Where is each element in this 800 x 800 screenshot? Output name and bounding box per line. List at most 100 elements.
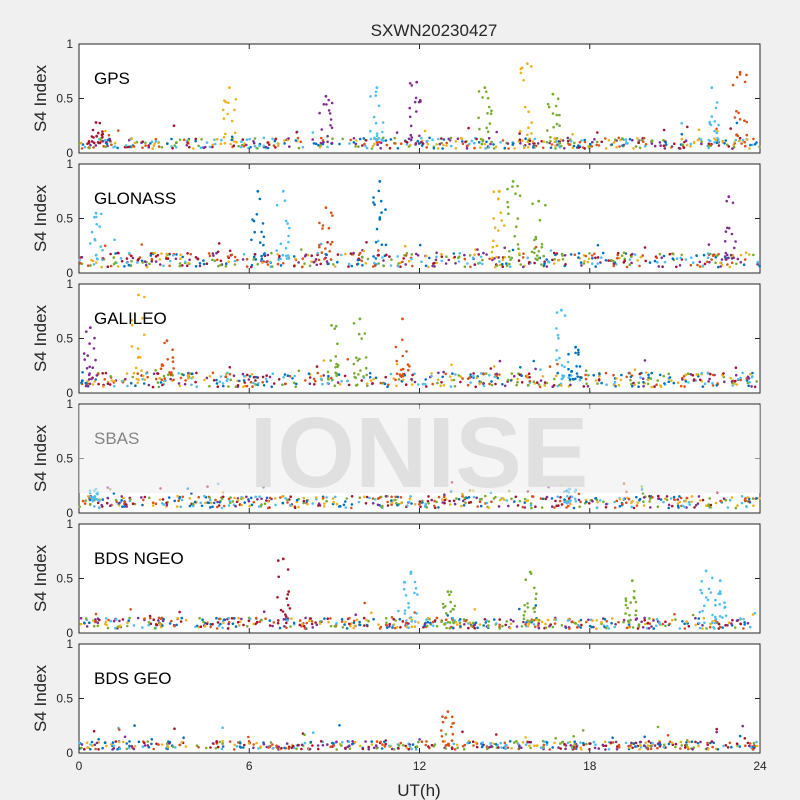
data-point xyxy=(118,619,121,623)
data-point xyxy=(493,618,496,621)
data-point xyxy=(692,261,695,265)
spike-point xyxy=(520,139,524,142)
spike-point xyxy=(413,100,417,104)
data-point xyxy=(468,142,471,146)
data-point xyxy=(675,257,679,261)
data-point xyxy=(305,621,309,625)
spike-point xyxy=(87,141,91,145)
data-point xyxy=(553,258,556,261)
data-point xyxy=(612,373,615,377)
data-point xyxy=(598,372,601,376)
data-point xyxy=(331,497,335,500)
data-point xyxy=(109,252,112,256)
data-point xyxy=(243,743,246,747)
panel-axes-4 xyxy=(78,523,761,634)
spike-point xyxy=(163,341,166,345)
data-point xyxy=(267,746,271,749)
spike-point xyxy=(743,140,746,144)
data-point xyxy=(294,385,298,389)
data-point xyxy=(402,257,406,260)
data-point xyxy=(642,500,645,504)
data-point xyxy=(585,620,588,624)
data-point xyxy=(730,380,734,383)
data-point xyxy=(595,619,598,622)
data-point xyxy=(681,143,684,146)
data-point xyxy=(701,498,705,502)
data-point xyxy=(478,382,481,386)
data-point xyxy=(156,372,159,375)
data-point xyxy=(157,145,161,148)
data-point xyxy=(452,499,456,503)
data-point xyxy=(292,621,296,625)
data-point xyxy=(594,379,598,382)
spike-point xyxy=(275,203,279,207)
spike-point xyxy=(96,141,100,144)
spike-point xyxy=(441,715,444,718)
spike-point xyxy=(372,115,376,119)
data-point xyxy=(240,140,243,143)
data-point xyxy=(120,495,123,498)
data-point xyxy=(694,740,697,744)
data-point xyxy=(173,727,176,730)
data-point xyxy=(604,147,608,150)
data-point xyxy=(281,495,284,498)
data-point xyxy=(583,138,586,142)
data-point xyxy=(568,740,572,744)
data-point xyxy=(379,381,383,385)
spike-point xyxy=(327,98,331,102)
data-point xyxy=(687,381,690,384)
data-point xyxy=(466,262,469,265)
spike-peak-point xyxy=(88,326,92,329)
data-point xyxy=(253,144,257,148)
data-point xyxy=(613,380,617,384)
data-point xyxy=(421,501,424,504)
data-point xyxy=(519,263,522,266)
spike-point xyxy=(624,597,628,600)
spike-peak-point xyxy=(710,86,714,89)
spike-point xyxy=(137,355,140,359)
data-point xyxy=(226,255,230,258)
data-point xyxy=(462,504,466,507)
data-point xyxy=(546,259,550,263)
spike-point xyxy=(537,256,541,260)
data-point xyxy=(650,625,653,628)
data-point xyxy=(433,504,436,508)
spike-point xyxy=(711,613,714,617)
data-point xyxy=(625,501,628,505)
data-point xyxy=(126,624,129,628)
spike-point xyxy=(329,124,332,127)
data-point xyxy=(308,376,312,379)
data-point xyxy=(587,373,590,377)
spike-point xyxy=(558,113,561,117)
data-point xyxy=(558,499,562,503)
data-point xyxy=(109,264,113,268)
data-point xyxy=(514,495,518,499)
spike-point xyxy=(533,606,536,610)
data-point xyxy=(181,255,184,259)
data-point xyxy=(97,382,100,386)
data-point xyxy=(484,372,488,375)
data-point xyxy=(248,504,251,508)
data-point xyxy=(229,378,232,382)
data-point xyxy=(310,260,313,263)
data-point xyxy=(524,743,528,746)
data-point xyxy=(407,137,411,141)
data-point xyxy=(112,619,116,623)
data-point xyxy=(256,498,259,501)
data-point xyxy=(141,261,144,264)
data-point xyxy=(521,505,525,509)
data-point xyxy=(630,382,633,386)
data-point xyxy=(715,127,718,131)
data-point xyxy=(749,746,753,749)
spike-point xyxy=(568,373,571,377)
data-point xyxy=(188,497,192,500)
data-point xyxy=(178,264,182,268)
data-point xyxy=(386,500,389,504)
data-point xyxy=(657,494,660,498)
data-point xyxy=(425,618,428,621)
spike-point xyxy=(284,246,288,250)
spike-peak-point xyxy=(324,94,328,98)
spike-point xyxy=(514,192,517,195)
spike-point xyxy=(329,243,333,246)
spike-point xyxy=(277,575,281,579)
